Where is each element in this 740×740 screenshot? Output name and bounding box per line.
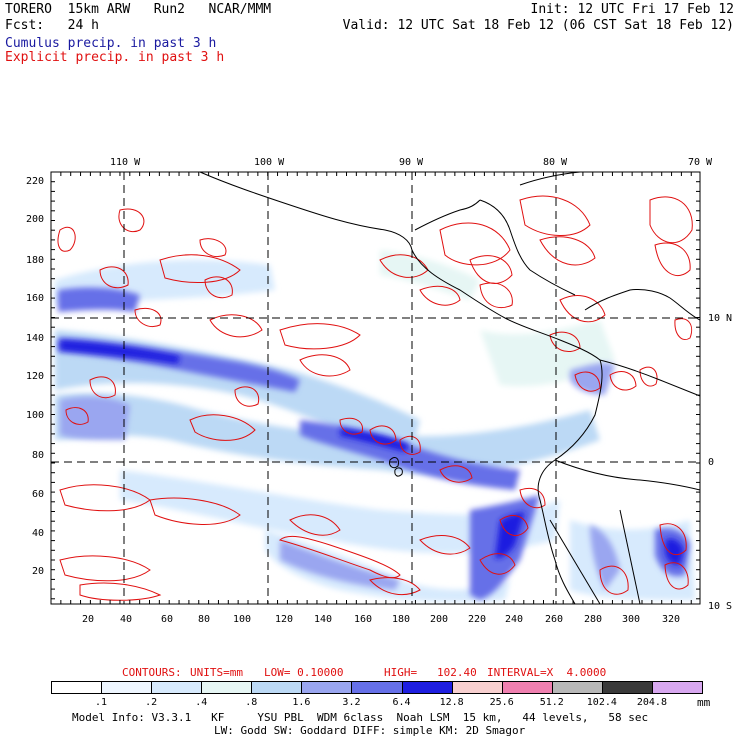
bottom-tick: 200 — [430, 614, 449, 625]
lon-label-90w: 90 W — [399, 157, 424, 168]
map-frame — [50, 171, 701, 605]
bottom-tick: 320 — [662, 614, 681, 625]
bottom-tick: 120 — [275, 614, 294, 625]
lat-label-0: 0 — [708, 457, 715, 468]
coastlines — [199, 171, 701, 605]
explicit-precip-contours — [57, 195, 693, 601]
legend-swatch — [451, 681, 503, 694]
legend-swatch — [251, 681, 303, 694]
left-tick: 180 — [26, 255, 45, 266]
bottom-tick: 260 — [545, 614, 564, 625]
legend-swatch — [201, 681, 253, 694]
bottom-tick: 280 — [584, 614, 603, 625]
legend-swatch — [501, 681, 553, 694]
left-tick: 40 — [32, 528, 45, 539]
lon-label-100w: 100 W — [254, 157, 285, 168]
bottom-tick: 100 — [233, 614, 252, 625]
legend-label: 25.6 — [489, 697, 514, 708]
contours-low: LOW= 0.10000 — [264, 666, 344, 679]
map-field — [51, 172, 700, 604]
left-tick: 200 — [26, 214, 45, 225]
forecast-hour: Fcst: 24 h — [5, 18, 99, 33]
left-tick: 220 — [26, 176, 45, 187]
lon-label-70w: 70 W — [688, 157, 713, 168]
run-title: TORERO 15km ARW Run2 NCAR/MMM — [5, 2, 272, 17]
valid-time: Valid: 12 UTC Sat 18 Feb 12 (06 CST Sat … — [342, 18, 734, 33]
legend-swatch — [601, 681, 653, 694]
bottom-tick: 80 — [198, 614, 211, 625]
legend-unit: mm — [697, 696, 711, 709]
left-tick: 120 — [26, 371, 45, 382]
legend-swatch — [651, 681, 703, 694]
bottom-tick: 40 — [120, 614, 133, 625]
left-tick: 140 — [26, 333, 45, 344]
legend-swatch — [51, 681, 103, 694]
latlon-grid — [51, 172, 700, 604]
left-tick: 100 — [26, 410, 45, 421]
legend-swatch — [301, 681, 353, 694]
legend-label: 12.8 — [439, 697, 464, 708]
legend-label: 51.2 — [539, 697, 564, 708]
lat-label-10n: 10 N — [708, 313, 733, 324]
legend-label: 6.4 — [392, 697, 411, 708]
lon-label-80w: 80 W — [543, 157, 568, 168]
legend-label: .2 — [145, 697, 158, 708]
legend-swatch — [151, 681, 203, 694]
contours-high: HIGH= 102.40 — [384, 666, 477, 679]
left-tick: 80 — [32, 450, 45, 461]
bottom-tick: 240 — [505, 614, 524, 625]
explicit-precip-label: Explicit precip. in past 3 h — [5, 50, 225, 65]
cumulus-precip-label: Cumulus precip. in past 3 h — [5, 36, 217, 51]
bottom-tick: 220 — [468, 614, 487, 625]
bottom-tick: 160 — [354, 614, 373, 625]
bottom-tick: 140 — [314, 614, 333, 625]
contours-units: UNITS=mm — [190, 666, 243, 679]
bottom-tick: 180 — [392, 614, 411, 625]
legend-label: 3.2 — [342, 697, 361, 708]
legend-label: .1 — [95, 697, 108, 708]
model-physics: LW: Godd SW: Goddard DIFF: simple KM: 2D… — [214, 724, 526, 737]
legend-swatch — [401, 681, 453, 694]
model-info: Model Info: V3.3.1 KF YSU PBL WDM 6class… — [72, 711, 649, 724]
legend-label: 1.6 — [292, 697, 311, 708]
legend-swatch — [551, 681, 603, 694]
legend-label: 102.4 — [586, 697, 617, 708]
contours-label: CONTOURS: — [122, 666, 182, 679]
legend-label: .4 — [195, 697, 208, 708]
left-tick: 160 — [26, 293, 45, 304]
legend-swatch — [351, 681, 403, 694]
lon-label-110w: 110 W — [110, 157, 141, 168]
left-tick: 20 — [32, 566, 45, 577]
lat-label-10s: 10 S — [708, 601, 733, 612]
bottom-tick: 300 — [622, 614, 641, 625]
legend-label: 204.8 — [636, 697, 667, 708]
contours-interval: INTERVAL=X 4.0000 — [487, 666, 607, 679]
left-tick: 60 — [32, 489, 45, 500]
bottom-tick: 60 — [161, 614, 174, 625]
bottom-tick: 20 — [82, 614, 95, 625]
legend-swatch — [101, 681, 153, 694]
legend-label: .8 — [245, 697, 258, 708]
axis-ticks — [50, 171, 700, 604]
init-time: Init: 12 UTC Fri 17 Feb 12 — [530, 2, 735, 17]
